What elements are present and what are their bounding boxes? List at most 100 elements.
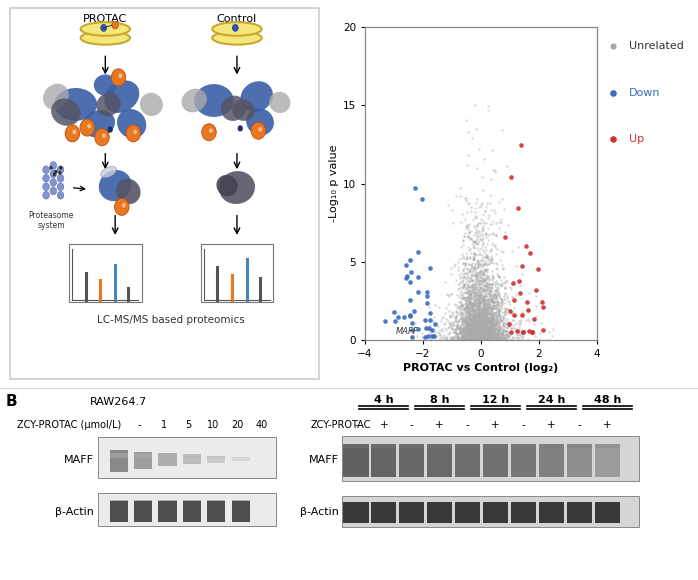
Text: Control: Control xyxy=(217,13,257,24)
Ellipse shape xyxy=(212,31,262,45)
Bar xyxy=(539,444,564,448)
Ellipse shape xyxy=(221,96,246,121)
Text: -: - xyxy=(577,420,581,430)
Bar xyxy=(427,444,452,477)
Circle shape xyxy=(65,125,80,142)
Circle shape xyxy=(101,24,107,31)
Bar xyxy=(158,454,177,466)
Text: +: + xyxy=(491,420,500,430)
Text: 24 h: 24 h xyxy=(537,396,565,405)
Ellipse shape xyxy=(81,22,130,36)
Bar xyxy=(98,493,276,526)
Bar xyxy=(207,456,225,458)
Text: -: - xyxy=(410,420,414,430)
Text: +: + xyxy=(380,420,388,430)
Text: +: + xyxy=(603,420,611,430)
Text: β-Actin: β-Actin xyxy=(299,508,339,517)
Ellipse shape xyxy=(240,81,273,112)
Circle shape xyxy=(59,166,63,170)
Text: B: B xyxy=(6,394,17,409)
Ellipse shape xyxy=(232,100,255,121)
Bar xyxy=(201,244,273,302)
Bar xyxy=(134,501,152,522)
Bar xyxy=(539,502,564,523)
Circle shape xyxy=(52,172,56,176)
Bar xyxy=(183,501,201,522)
Bar xyxy=(183,455,201,465)
Bar xyxy=(134,500,152,503)
Ellipse shape xyxy=(246,108,274,135)
Bar xyxy=(483,444,508,448)
Text: 48 h: 48 h xyxy=(593,396,621,405)
Circle shape xyxy=(50,179,57,186)
Circle shape xyxy=(251,122,265,139)
Bar xyxy=(98,437,276,477)
Circle shape xyxy=(54,170,58,173)
Text: RAW264.7: RAW264.7 xyxy=(90,397,147,407)
Bar xyxy=(158,500,177,503)
Bar xyxy=(342,496,639,527)
Text: +: + xyxy=(547,420,556,430)
Circle shape xyxy=(50,166,52,170)
Circle shape xyxy=(50,170,57,178)
Text: +: + xyxy=(436,420,444,430)
Bar xyxy=(207,500,225,503)
Text: ZCY-PROTAC (μmol/L): ZCY-PROTAC (μmol/L) xyxy=(17,420,121,430)
Circle shape xyxy=(50,162,57,169)
Ellipse shape xyxy=(117,109,147,139)
Bar xyxy=(343,444,369,477)
Ellipse shape xyxy=(219,171,255,204)
Circle shape xyxy=(87,124,91,128)
Bar xyxy=(10,8,319,379)
Bar xyxy=(134,452,152,469)
Bar xyxy=(511,444,536,448)
Bar xyxy=(567,502,592,523)
Circle shape xyxy=(50,187,57,195)
Bar xyxy=(183,500,201,503)
Text: Unrelated: Unrelated xyxy=(629,41,684,52)
Bar xyxy=(232,457,250,461)
Bar xyxy=(399,444,424,477)
Text: -: - xyxy=(138,420,142,430)
Bar xyxy=(595,444,620,448)
Bar xyxy=(158,455,177,458)
Circle shape xyxy=(202,124,216,141)
Bar xyxy=(232,457,250,458)
Circle shape xyxy=(57,175,64,182)
Text: PROTAC: PROTAC xyxy=(83,13,128,24)
Text: 5: 5 xyxy=(186,420,191,430)
Circle shape xyxy=(95,129,110,146)
Circle shape xyxy=(237,125,243,132)
Text: 10: 10 xyxy=(207,420,219,430)
Bar xyxy=(232,500,250,503)
Text: ZCY-PROTAC: ZCY-PROTAC xyxy=(311,420,371,430)
Bar xyxy=(371,502,396,523)
Text: -: - xyxy=(466,420,470,430)
Bar xyxy=(427,444,452,448)
Circle shape xyxy=(111,69,126,86)
Ellipse shape xyxy=(101,166,117,177)
Circle shape xyxy=(57,166,64,173)
Bar xyxy=(567,444,592,448)
Bar xyxy=(183,456,201,458)
Text: 1: 1 xyxy=(161,420,167,430)
Circle shape xyxy=(43,191,50,199)
Bar xyxy=(371,444,396,477)
Ellipse shape xyxy=(194,84,234,117)
Text: -: - xyxy=(354,420,358,430)
Circle shape xyxy=(114,198,129,215)
Bar xyxy=(207,456,225,463)
Circle shape xyxy=(258,127,262,132)
Circle shape xyxy=(57,191,64,199)
Bar xyxy=(110,453,128,458)
Circle shape xyxy=(73,129,76,134)
Circle shape xyxy=(102,133,106,138)
Text: Proteasome
system: Proteasome system xyxy=(29,211,74,230)
Bar xyxy=(455,502,480,523)
Bar xyxy=(483,502,508,523)
Ellipse shape xyxy=(99,170,131,201)
Circle shape xyxy=(133,129,138,134)
Circle shape xyxy=(43,183,50,191)
Ellipse shape xyxy=(81,31,130,45)
Bar xyxy=(399,444,424,448)
